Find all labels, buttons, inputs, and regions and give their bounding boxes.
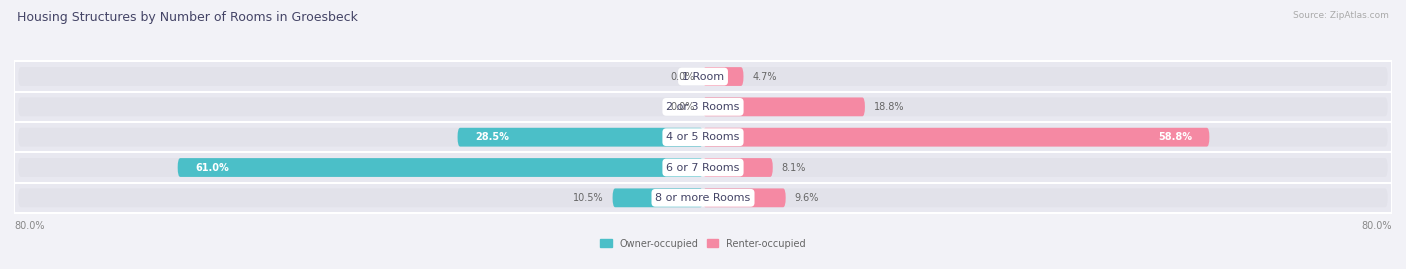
FancyBboxPatch shape (703, 158, 773, 177)
FancyBboxPatch shape (613, 189, 703, 207)
FancyBboxPatch shape (18, 189, 1388, 207)
Text: 8.1%: 8.1% (782, 162, 806, 172)
FancyBboxPatch shape (703, 97, 865, 116)
Legend: Owner-occupied, Renter-occupied: Owner-occupied, Renter-occupied (596, 235, 810, 252)
Text: 4.7%: 4.7% (752, 72, 776, 82)
Text: 58.8%: 58.8% (1159, 132, 1192, 142)
FancyBboxPatch shape (703, 67, 744, 86)
Text: 18.8%: 18.8% (873, 102, 904, 112)
Bar (14, 152, 1392, 183)
Text: 2 or 3 Rooms: 2 or 3 Rooms (666, 102, 740, 112)
Text: 8 or more Rooms: 8 or more Rooms (655, 193, 751, 203)
FancyBboxPatch shape (18, 158, 1388, 177)
FancyBboxPatch shape (457, 128, 703, 147)
Bar (14, 92, 1392, 122)
Bar (14, 122, 1392, 152)
Text: 10.5%: 10.5% (574, 193, 605, 203)
FancyBboxPatch shape (18, 97, 1388, 116)
Text: 6 or 7 Rooms: 6 or 7 Rooms (666, 162, 740, 172)
Text: 80.0%: 80.0% (1361, 221, 1392, 231)
Bar (14, 61, 1392, 92)
Text: 9.6%: 9.6% (794, 193, 818, 203)
FancyBboxPatch shape (703, 189, 786, 207)
Text: 28.5%: 28.5% (475, 132, 509, 142)
Text: 80.0%: 80.0% (14, 221, 45, 231)
FancyBboxPatch shape (177, 158, 703, 177)
FancyBboxPatch shape (18, 128, 1388, 147)
Text: 61.0%: 61.0% (195, 162, 229, 172)
Text: 4 or 5 Rooms: 4 or 5 Rooms (666, 132, 740, 142)
FancyBboxPatch shape (703, 128, 1209, 147)
FancyBboxPatch shape (18, 67, 1388, 86)
Text: Housing Structures by Number of Rooms in Groesbeck: Housing Structures by Number of Rooms in… (17, 11, 357, 24)
Text: 0.0%: 0.0% (671, 102, 695, 112)
Bar (14, 183, 1392, 213)
Text: 0.0%: 0.0% (671, 72, 695, 82)
Text: Source: ZipAtlas.com: Source: ZipAtlas.com (1294, 11, 1389, 20)
Text: 1 Room: 1 Room (682, 72, 724, 82)
